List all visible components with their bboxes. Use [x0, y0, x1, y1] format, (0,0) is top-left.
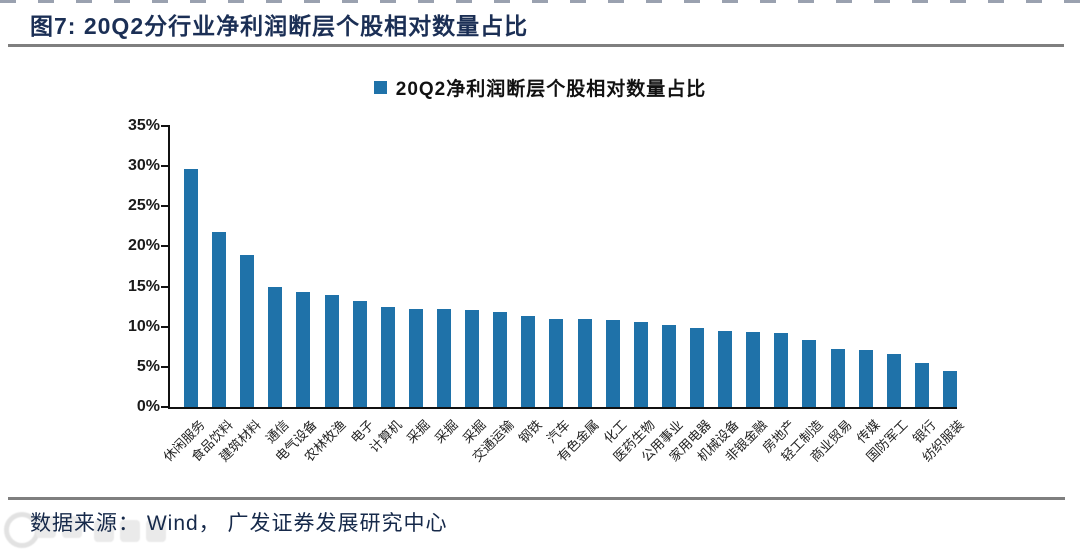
y-axis-tick-label: 30%: [127, 157, 160, 175]
bar-国防军工: [886, 354, 901, 407]
footer-divider: [8, 497, 1065, 500]
bar-机械设备: [718, 330, 733, 407]
legend-label: 20Q2净利润断层个股相对数量占比: [395, 79, 707, 100]
bar-采掘: [465, 309, 480, 407]
bar-纺织服装: [942, 370, 957, 407]
chart-legend: 20Q2净利润断层个股相对数量占比: [0, 74, 1080, 101]
bar-钢铁: [521, 316, 536, 407]
y-axis-tick: [161, 125, 170, 127]
y-axis-tick: [161, 165, 170, 168]
y-axis-tick: [161, 245, 170, 248]
y-axis-tick: [161, 205, 170, 208]
bar-公用事业: [661, 325, 676, 407]
y-axis-tick: [161, 406, 170, 408]
bar-计算机: [380, 307, 395, 407]
y-axis-tick-label: 15%: [127, 277, 160, 295]
y-axis-tick-label: 25%: [127, 197, 160, 215]
y-axis-tick-label: 10%: [127, 317, 160, 335]
y-axis-tick: [161, 285, 170, 288]
bar-传媒: [858, 350, 873, 407]
x-axis-label: 钢铁: [516, 417, 546, 447]
bar-商业贸易: [830, 349, 845, 407]
y-axis-tick-label: 35%: [127, 117, 160, 134]
top-edge-artifact: [0, 0, 1080, 3]
bar-汽车: [549, 318, 564, 407]
title-divider: [8, 44, 1064, 47]
watermark-blob: [146, 520, 166, 542]
watermark: [2, 506, 172, 548]
bar-有色金属: [577, 318, 592, 407]
bar-银行: [914, 362, 929, 407]
bar-食品饮料: [212, 231, 227, 407]
x-axis-label: 采掘: [403, 417, 433, 447]
bar-非银金融: [746, 331, 761, 407]
figure-title: 图7: 20Q2分行业净利润断层个股相对数量占比: [30, 13, 529, 39]
y-axis-tick-label: 0%: [136, 398, 160, 415]
bar-采掘: [408, 309, 423, 407]
bar-轻工制造: [802, 339, 817, 407]
bar-医药生物: [633, 321, 648, 407]
bar-家用电器: [689, 328, 704, 407]
watermark-blob: [94, 520, 114, 542]
watermark-blob: [62, 516, 82, 538]
data-source-label: 数据来源： Wind， 广发证券发展研究中心: [30, 512, 448, 535]
y-axis-tick-label: 20%: [127, 237, 160, 255]
y-axis-tick-label: 5%: [136, 357, 160, 375]
bar-chart-plot-area: 35% 30% 25% 20% 15% 10% 5% 0% 休闲服务 食品饮料 建筑材料 通信 电气设备…: [128, 117, 967, 465]
watermark-blob: [120, 520, 140, 542]
x-axis-label: 采掘: [431, 417, 461, 447]
y-axis-tick: [161, 365, 170, 368]
watermark-blob: [36, 516, 56, 538]
bar-化工: [605, 320, 620, 407]
bar-休闲服务: [184, 169, 199, 407]
bar-交通运输: [493, 312, 508, 407]
bar-采掘: [437, 309, 452, 407]
bar-农林牧渔: [324, 294, 339, 407]
y-axis-tick: [161, 325, 170, 328]
bar-建筑材料: [240, 255, 255, 407]
bar-电气设备: [296, 292, 311, 407]
bar-电子: [352, 301, 367, 407]
bar-通信: [268, 287, 283, 407]
legend-swatch-icon: [373, 81, 387, 94]
bar-房地产: [774, 333, 789, 407]
